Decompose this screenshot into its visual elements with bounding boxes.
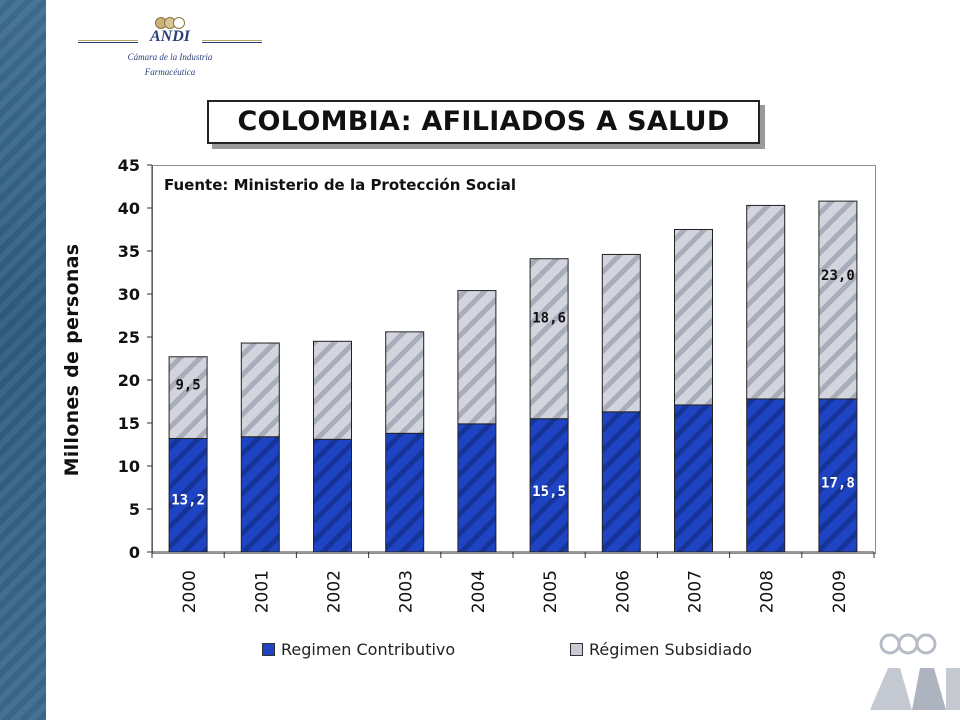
bar-subsidiado — [818, 200, 858, 400]
bar-contributivo — [529, 418, 569, 553]
left-decorative-band — [0, 0, 46, 720]
y-tick-label: 0 — [129, 543, 140, 562]
x-tick-label: 2008 — [758, 570, 778, 613]
data-label-contributivo: 17,8 — [821, 476, 855, 492]
bar-subsidiado — [529, 258, 569, 420]
bar-contributivo — [818, 398, 858, 553]
bar-contributivo — [457, 423, 497, 553]
bar-subsidiado — [168, 356, 208, 439]
bar-subsidiado — [313, 340, 352, 440]
chart-title: COLOMBIA: AFILIADOS A SALUD — [207, 100, 760, 144]
bar-contributivo — [601, 411, 641, 553]
legend-item-contributivo: Regimen Contributivo — [262, 638, 455, 660]
x-tick-label: 2000 — [180, 570, 200, 613]
bar-subsidiado — [601, 253, 641, 413]
x-tick-label: 2009 — [830, 570, 850, 613]
y-tick-label: 5 — [129, 500, 140, 519]
y-tick-label: 35 — [118, 242, 140, 261]
bar-subsidiado — [746, 204, 786, 400]
x-tick-label: 2005 — [541, 570, 561, 613]
data-label-subsidiado: 18,6 — [532, 311, 566, 327]
data-label-subsidiado: 9,5 — [175, 377, 200, 393]
andi-logo: ANDI Cámara de la Industria Farmacéutica — [78, 16, 262, 80]
legend-label-subsidiado: Régimen Subsidiado — [589, 639, 753, 659]
bar-contributivo — [313, 438, 352, 553]
logo-name: ANDI — [149, 28, 190, 45]
bar-contributivo — [746, 398, 786, 553]
x-tick-label: 2001 — [252, 570, 272, 613]
data-label-contributivo: 13,2 — [171, 492, 205, 508]
bar-contributivo — [240, 436, 280, 553]
logo-rule-left — [78, 40, 138, 43]
logo-rule-right — [202, 40, 262, 43]
y-tick-label: 40 — [118, 199, 140, 218]
bar-contributivo — [385, 432, 425, 553]
legend-item-subsidiado: Régimen Subsidiado — [570, 638, 752, 660]
legend-label-contributivo: Regimen Contributivo — [281, 639, 456, 659]
source-note: Fuente: Ministerio de la Protección Soci… — [164, 176, 517, 194]
x-tick-label: 2002 — [325, 570, 345, 613]
y-tick-label: 45 — [118, 156, 140, 175]
bar-subsidiado — [385, 331, 425, 434]
y-tick-label: 25 — [118, 328, 140, 347]
x-tick-label: 2007 — [686, 570, 706, 613]
legend-swatch-contributivo — [262, 642, 275, 656]
bar-contributivo — [168, 437, 208, 553]
y-tick-label: 15 — [118, 414, 140, 433]
y-tick-label: 20 — [118, 371, 140, 390]
bar-subsidiado — [674, 229, 713, 406]
data-label-contributivo: 15,5 — [532, 484, 566, 500]
bar-subsidiado — [457, 290, 497, 425]
legend-swatch-subsidiado — [570, 642, 583, 656]
y-tick-label: 10 — [118, 457, 140, 476]
bar-contributivo — [674, 404, 713, 553]
x-tick-label: 2006 — [613, 570, 633, 613]
logo-subtitle-line2: Farmacéutica — [144, 67, 196, 77]
data-label-subsidiado: 23,0 — [821, 268, 855, 284]
y-axis-label: Millones de personas — [61, 243, 83, 477]
x-tick-label: 2004 — [469, 570, 489, 613]
andi-emblem-icon — [155, 17, 185, 29]
x-tick-label: 2003 — [397, 570, 417, 613]
logo-subtitle-line1: Cámara de la Industria — [127, 52, 213, 62]
y-tick-label: 30 — [118, 285, 140, 304]
bar-subsidiado — [240, 342, 280, 438]
andi-watermark-logo — [870, 633, 960, 710]
